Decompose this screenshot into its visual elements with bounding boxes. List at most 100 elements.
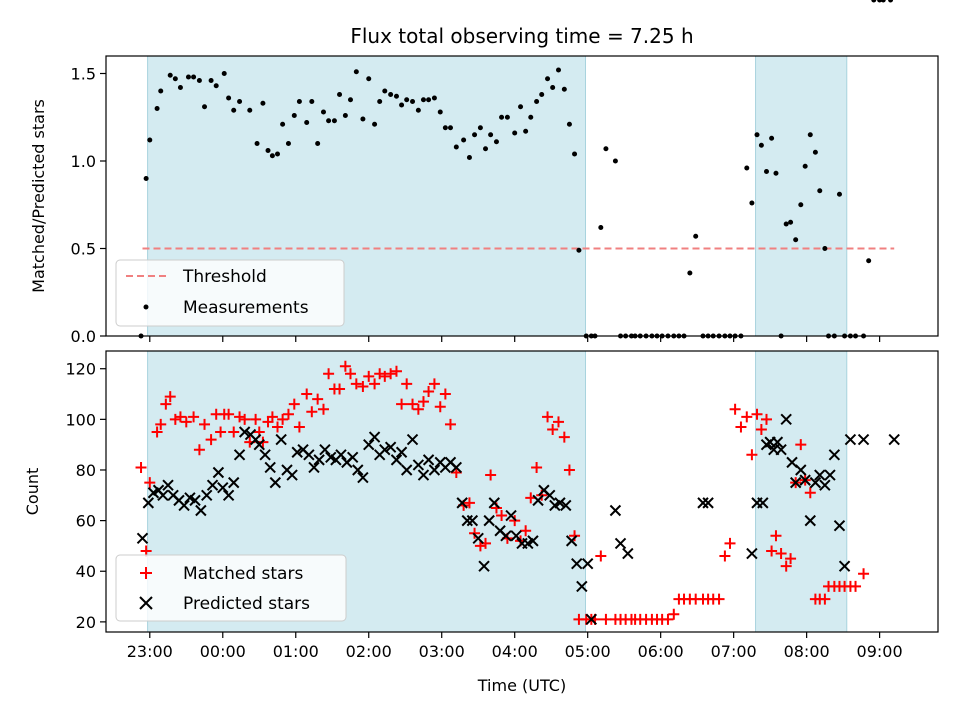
measurement-point (185, 74, 191, 80)
matched-star-point (751, 408, 763, 420)
measurement-point (208, 78, 214, 83)
xtick-label: 00:00 (200, 642, 246, 661)
matched-star-point (151, 426, 163, 438)
measurement-point (154, 106, 160, 111)
predicted-star-point (335, 449, 347, 461)
measurement-point (788, 219, 794, 225)
measurement-point (388, 92, 394, 97)
measurement-point (147, 137, 153, 143)
predicted-star-point (478, 560, 490, 572)
predicted-star-point (819, 479, 831, 491)
matched-star-point (439, 388, 451, 400)
measurement-point (744, 165, 750, 171)
top-legend-box (115, 259, 345, 327)
measurement-point (426, 97, 432, 103)
predicted-star-point (500, 530, 512, 542)
matched-star-point (199, 418, 211, 430)
predicted-star-point (838, 560, 851, 572)
measurement-point (315, 141, 321, 146)
measurement-point (453, 144, 459, 150)
measurement-point (793, 237, 799, 243)
measurement-point (437, 109, 443, 115)
predicted-star-point (222, 489, 235, 502)
matched-star-point (306, 406, 318, 418)
matched-star-point (713, 593, 725, 605)
matched-star-point (595, 550, 607, 562)
predicted-star-point (395, 446, 408, 458)
predicted-star-point (844, 433, 857, 446)
measurement-point (382, 88, 388, 94)
legend-measurements-label: Measurements (183, 298, 309, 318)
matched-star-point (785, 553, 797, 565)
measurement-point (550, 85, 556, 90)
matched-star-point (795, 439, 807, 451)
bottom-ytick-label: 120 (65, 360, 96, 379)
measurement-point (404, 97, 410, 103)
measurement-point (347, 97, 353, 103)
predicted-star-point (746, 547, 758, 560)
top-y-axis-label: Matched/Predicted stars (29, 99, 48, 293)
measurement-point (442, 125, 448, 131)
bottom-x-ticks: 23:00 00:00 01:00 02:00 03:00 04:00 05:00 06:00… (127, 632, 903, 661)
matched-star-point (563, 464, 575, 476)
predicted-star-point (233, 449, 246, 461)
measurement-point (493, 139, 499, 145)
xtick-label: 04:00 (492, 642, 538, 661)
predicted-star-point (488, 497, 500, 509)
predicted-star-point (828, 449, 841, 461)
matched-star-point (160, 398, 172, 410)
matched-star-point (741, 411, 753, 423)
predicted-star-point (384, 441, 397, 453)
measurement-point (817, 188, 823, 194)
measurement-point (296, 99, 302, 104)
predicted-star-point (228, 476, 240, 489)
measurement-point (377, 99, 383, 104)
matched-star-point (155, 418, 167, 430)
predicted-star-point (771, 436, 784, 448)
predicted-star-point (253, 438, 265, 451)
chart-title: Flux total observing time = 7.25 h (350, 24, 693, 48)
predicted-star-point (565, 535, 578, 547)
predicted-star-point (206, 479, 219, 491)
measurement-point (783, 221, 789, 227)
predicted-star-point (505, 509, 517, 522)
measurement-point (561, 86, 567, 92)
predicted-star-point (291, 446, 303, 458)
matched-star-point (323, 368, 335, 380)
matched-star-point (542, 411, 554, 423)
measurement-point (221, 71, 227, 76)
measurement-point (196, 78, 202, 83)
measurement-point (415, 107, 421, 113)
matched-star-point (719, 550, 731, 562)
predicted-star-point (554, 497, 566, 509)
measurement-point (512, 130, 518, 136)
predicted-star-point (483, 514, 495, 527)
measurement-point (572, 151, 578, 157)
x-axis-label: Time (UTC) (477, 676, 566, 695)
top-ytick-label: 0.5 (71, 240, 96, 259)
top-x-ticks (149, 336, 881, 342)
measurement-point (477, 125, 483, 131)
legend-matched-swatch (140, 567, 152, 579)
measurement-point (167, 72, 173, 78)
matched-star-point (379, 370, 391, 382)
matched-star-point (205, 434, 217, 446)
predicted-star-point (780, 413, 792, 426)
matched-star-point (496, 510, 508, 522)
predicted-star-point (466, 514, 479, 527)
matched-star-point (339, 360, 351, 372)
predicted-star-point (510, 530, 522, 542)
matched-star-point (135, 461, 147, 473)
matched-star-point (401, 378, 413, 390)
measurement-point (822, 246, 828, 251)
xtick-label: 08:00 (784, 642, 830, 661)
measurement-point (399, 102, 405, 108)
measurement-point (337, 92, 343, 97)
predicted-star-point (581, 557, 594, 570)
matched-star-point (239, 413, 251, 425)
measurement-point (320, 109, 326, 115)
matched-star-point (729, 403, 741, 415)
predicted-star-point (303, 449, 315, 461)
predicted-star-point (390, 454, 403, 466)
predicted-star-point (824, 469, 836, 481)
